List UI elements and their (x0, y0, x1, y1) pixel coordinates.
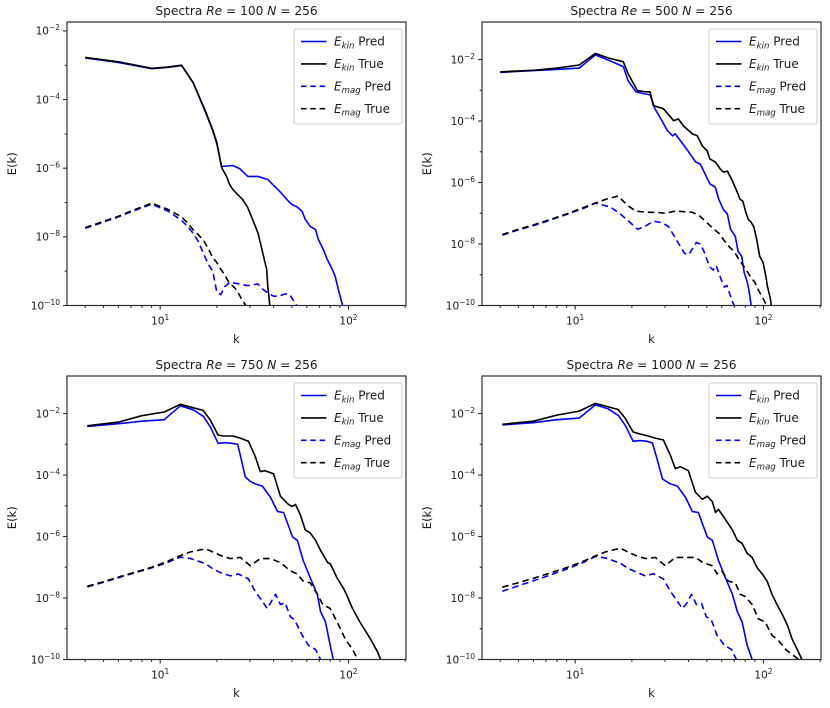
legend-label: Emag True (749, 102, 805, 119)
tick-label: 102 (754, 313, 772, 328)
legend-label: Emag True (749, 456, 805, 473)
legend-label: Emag True (334, 102, 390, 119)
axis-ticks (63, 412, 406, 664)
y-axis-label: E(k) (420, 152, 434, 175)
subplot-panel-top-left: 101 102 10−2 10−4 10−6 10−8 10−10 Spectra Re = … (0, 0, 415, 354)
plot-title: Spectra Re = 1000 N = 256 (567, 358, 737, 372)
legend-label: Emag Pred (749, 80, 806, 97)
y-axis-label: E(k) (5, 152, 19, 175)
series-emag-pred (502, 202, 736, 306)
series-emag-pred (84, 203, 298, 306)
legend-label: Ekin True (749, 57, 799, 74)
legend-label: Ekin Pred (749, 35, 800, 52)
plot-title: Spectra Re = 500 N = 256 (570, 4, 732, 18)
series-emag-pred (502, 555, 738, 660)
legend-label: Ekin Pred (749, 389, 800, 406)
series-emag-true (502, 547, 800, 660)
legend-box (293, 382, 403, 479)
axes-spines (481, 375, 822, 661)
tick-label: 10−8 (36, 590, 61, 605)
legend-label: Ekin True (749, 411, 799, 428)
series-ekin-pred (502, 404, 753, 660)
x-axis-label: k (648, 332, 655, 346)
tick-label: 101 (151, 313, 169, 328)
tick-label: 10−6 (36, 529, 61, 544)
tick-label: 10−4 (36, 92, 61, 107)
legend: Ekin Pred Ekin True Emag Pred Emag True (708, 28, 818, 125)
legend-box (708, 382, 818, 479)
legend-label: Ekin Pred (334, 389, 385, 406)
tick-label: 10−2 (36, 23, 61, 38)
series-ekin-pred (500, 54, 752, 306)
tick-label: 102 (339, 667, 357, 682)
x-axis-label: k (233, 686, 240, 700)
tick-label: 10−10 (446, 298, 475, 313)
x-axis-label: k (233, 332, 240, 346)
tick-label: 102 (339, 313, 357, 328)
legend-label: Ekin True (334, 57, 384, 74)
axis-ticks (63, 30, 406, 310)
axis-ticks (478, 58, 821, 310)
axes-spines (481, 21, 822, 307)
tick-label: 10−10 (31, 652, 60, 667)
series-ekin-true (502, 402, 803, 660)
tick-label: 10−8 (451, 236, 476, 251)
tick-label: 10−4 (451, 113, 476, 128)
tick-label: 10−10 (446, 652, 475, 667)
x-axis-label: k (648, 686, 655, 700)
tick-label: 10−8 (36, 229, 61, 244)
series-ekin-true (87, 403, 382, 660)
tick-label: 10−10 (31, 298, 60, 313)
tick-label: 102 (754, 667, 772, 682)
plot-title: Spectra Re = 100 N = 256 (155, 4, 317, 18)
spectra-plot-re750: 101 102 10−2 10−4 10−6 10−8 10−10 Spectra Re = … (5, 358, 407, 700)
tick-label: 10−4 (36, 467, 61, 482)
series-emag-pred (87, 556, 322, 660)
legend: Ekin Pred Ekin True Emag Pred Emag True (293, 28, 403, 125)
series-emag-true (84, 202, 247, 306)
tick-label: 101 (566, 313, 584, 328)
plot-title: Spectra Re = 750 N = 256 (155, 358, 317, 372)
legend-label: Ekin Pred (334, 35, 385, 52)
axes-spines (66, 21, 407, 307)
legend-label: Ekin True (334, 411, 384, 428)
tick-label: 10−2 (451, 52, 476, 67)
tick-label: 10−6 (36, 161, 61, 176)
series-ekin-true (85, 56, 271, 306)
subplot-panel-top-right: 101 102 10−2 10−4 10−6 10−8 10−10 Spectra Re = … (415, 0, 830, 354)
subplot-panel-bottom-left: 101 102 10−2 10−4 10−6 10−8 10−10 Spectra Re = … (0, 354, 415, 708)
legend-label: Emag Pred (334, 80, 391, 97)
spectra-plot-re100: 101 102 10−2 10−4 10−6 10−8 10−10 Spectra Re = … (5, 4, 407, 346)
tick-label: 10−6 (451, 529, 476, 544)
legend: Ekin Pred Ekin True Emag Pred Emag True (293, 382, 403, 479)
legend: Ekin Pred Ekin True Emag Pred Emag True (708, 382, 818, 479)
y-axis-label: E(k) (420, 506, 434, 529)
series-ekin-pred (87, 404, 335, 660)
tick-label: 10−2 (451, 406, 476, 421)
y-axis-label: E(k) (5, 506, 19, 529)
legend-box (293, 28, 403, 125)
legend-box (708, 28, 818, 125)
legend-label: Emag Pred (749, 434, 806, 451)
legend-label: Emag True (334, 456, 390, 473)
spectra-plot-re500: 101 102 10−2 10−4 10−6 10−8 10−10 Spectra Re = … (420, 4, 822, 346)
series-ekin-true (500, 52, 773, 306)
tick-label: 101 (566, 667, 584, 682)
tick-label: 10−6 (451, 175, 476, 190)
series-emag-true (87, 548, 359, 660)
tick-label: 10−8 (451, 590, 476, 605)
subplot-panel-bottom-right: 101 102 10−2 10−4 10−6 10−8 10−10 Spectra Re = … (415, 354, 830, 708)
axes-spines (66, 375, 407, 661)
legend-label: Emag Pred (334, 434, 391, 451)
series-emag-true (502, 195, 768, 306)
tick-label: 101 (151, 667, 169, 682)
spectra-plot-re1000: 101 102 10−2 10−4 10−6 10−8 10−10 Spectra Re = … (420, 358, 822, 700)
tick-label: 10−2 (36, 406, 61, 421)
tick-label: 10−4 (451, 467, 476, 482)
axis-ticks (478, 412, 821, 664)
